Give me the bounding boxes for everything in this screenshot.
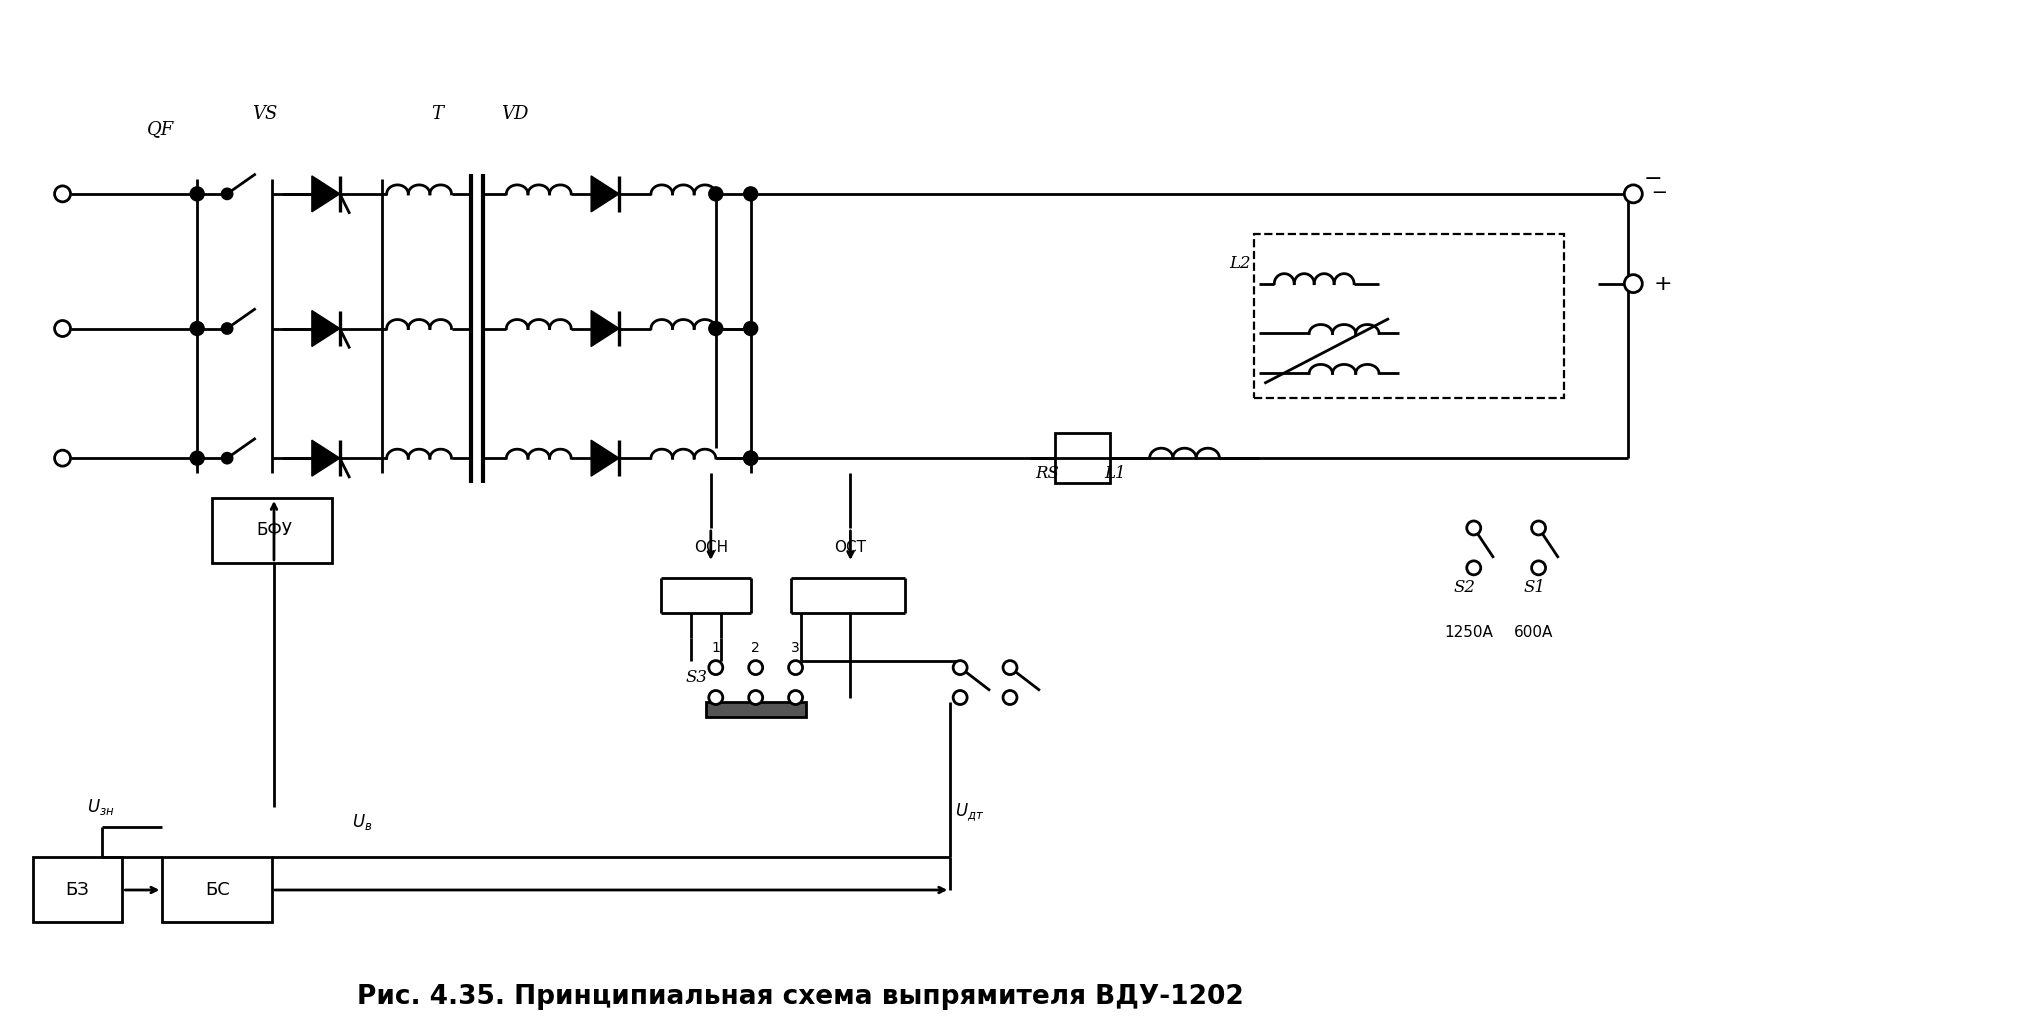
Text: T: T <box>432 105 444 123</box>
Text: $U_{зн}$: $U_{зн}$ <box>87 797 115 817</box>
Circle shape <box>708 187 722 200</box>
Text: БФУ: БФУ <box>256 522 292 539</box>
Text: Рис. 4.35. Принципиальная схема выпрямителя ВДУ-1202: Рис. 4.35. Принципиальная схема выпрямит… <box>357 983 1244 1009</box>
Text: 3: 3 <box>791 640 801 655</box>
Circle shape <box>1624 275 1642 292</box>
Text: 1250A: 1250A <box>1444 625 1493 640</box>
Text: S3: S3 <box>686 669 708 686</box>
Circle shape <box>708 321 722 336</box>
Text: S1: S1 <box>1523 580 1545 596</box>
Polygon shape <box>313 176 339 212</box>
Circle shape <box>744 187 758 200</box>
Bar <box>1055 433 1109 483</box>
Circle shape <box>1624 185 1642 202</box>
Polygon shape <box>591 440 619 476</box>
Circle shape <box>744 451 758 465</box>
Text: L2: L2 <box>1230 255 1251 272</box>
Text: QF: QF <box>147 120 175 138</box>
Circle shape <box>789 690 803 705</box>
Polygon shape <box>591 176 619 212</box>
Circle shape <box>54 186 71 201</box>
Text: 2: 2 <box>750 640 760 655</box>
Text: VD: VD <box>502 105 528 123</box>
Text: RS: RS <box>1035 465 1059 481</box>
Text: БС: БС <box>206 881 230 899</box>
Circle shape <box>748 661 762 675</box>
Text: L1: L1 <box>1105 465 1125 481</box>
Circle shape <box>1531 521 1545 535</box>
Text: 600A: 600A <box>1513 625 1553 640</box>
Bar <box>32 857 123 921</box>
Circle shape <box>744 451 758 465</box>
Circle shape <box>222 323 232 334</box>
Circle shape <box>748 690 762 705</box>
Text: −: − <box>1644 168 1662 190</box>
Circle shape <box>1531 561 1545 574</box>
Circle shape <box>190 451 204 465</box>
Text: ОСТ: ОСТ <box>835 540 867 556</box>
Circle shape <box>789 661 803 675</box>
Circle shape <box>1002 690 1017 705</box>
Text: $U_{дт}$: $U_{дт}$ <box>956 802 984 823</box>
Polygon shape <box>591 311 619 346</box>
Text: S2: S2 <box>1454 580 1476 596</box>
Text: +: + <box>1654 274 1672 293</box>
Text: ─: ─ <box>1654 184 1664 204</box>
Bar <box>161 857 272 921</box>
Circle shape <box>954 690 966 705</box>
Bar <box>1255 233 1563 399</box>
Circle shape <box>1466 561 1480 574</box>
Circle shape <box>190 187 204 200</box>
Bar <box>706 702 805 718</box>
Circle shape <box>54 320 71 337</box>
Circle shape <box>708 690 722 705</box>
Circle shape <box>190 321 204 336</box>
Text: VS: VS <box>252 105 278 123</box>
Polygon shape <box>313 311 339 346</box>
Circle shape <box>708 661 722 675</box>
Circle shape <box>1002 661 1017 675</box>
Bar <box>212 498 333 563</box>
Text: 1: 1 <box>712 640 720 655</box>
Polygon shape <box>313 440 339 476</box>
Text: $U_в$: $U_в$ <box>351 812 373 833</box>
Circle shape <box>54 450 71 466</box>
Text: БЗ: БЗ <box>67 881 89 899</box>
Circle shape <box>744 321 758 336</box>
Circle shape <box>222 189 232 199</box>
Text: ОСН: ОСН <box>694 540 728 556</box>
Circle shape <box>954 661 966 675</box>
Circle shape <box>1466 521 1480 535</box>
Circle shape <box>222 453 232 463</box>
